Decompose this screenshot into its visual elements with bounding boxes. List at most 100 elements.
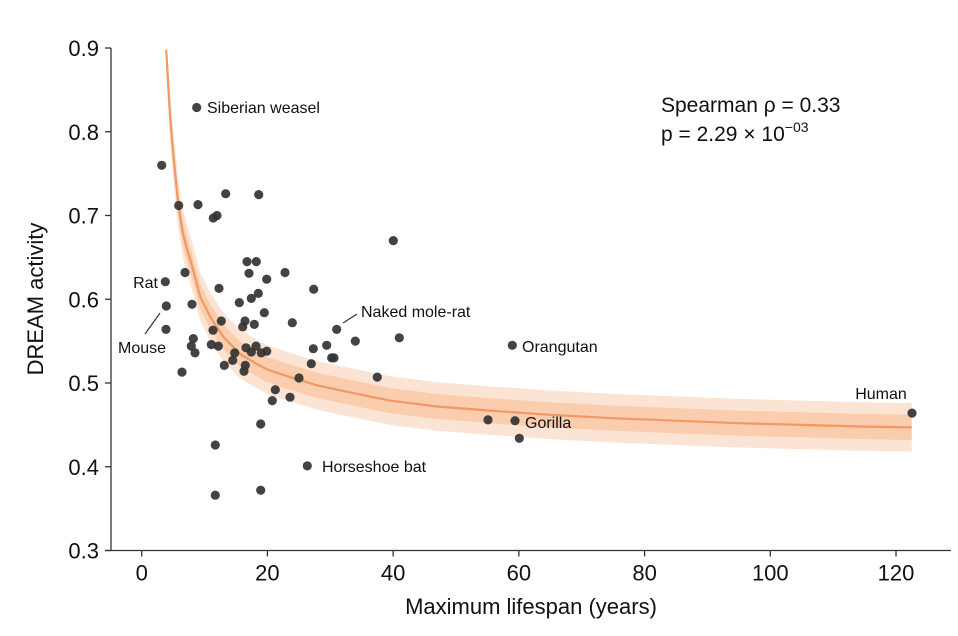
data-point [302, 461, 312, 471]
data-point [228, 355, 238, 365]
confidence-band-outer [166, 46, 912, 452]
data-point [210, 490, 220, 500]
x-tick-label: 120 [878, 561, 915, 586]
data-point [329, 353, 339, 363]
data-point [510, 416, 520, 426]
data-point [219, 360, 229, 370]
axes: 0.3 0.4 0.5 0.6 0.7 0.8 0.9 0 20 40 60 80 100 120 [68, 36, 951, 586]
data-point [249, 319, 259, 329]
data-point [221, 189, 231, 199]
y-tick-label: 0.4 [68, 455, 99, 480]
data-point [507, 340, 517, 350]
data-point [308, 344, 318, 354]
data-point [212, 210, 222, 221]
data-point [256, 419, 266, 429]
data-point [285, 392, 295, 402]
fit-curve-line [165, 49, 912, 429]
y-axis-title: DREAM activity [23, 223, 48, 376]
data-point [180, 267, 190, 278]
data-point [238, 322, 248, 332]
y-tick-label: 0.9 [68, 36, 99, 61]
data-point [242, 257, 252, 267]
data-point [256, 348, 266, 358]
x-tick-label: 40 [381, 561, 405, 586]
p-value-exponent: −03 [785, 119, 809, 135]
data-point [192, 102, 202, 113]
data-point [213, 341, 223, 351]
point-labels: Siberian weasel Rat Mouse Naked mole-rat… [118, 100, 907, 476]
data-point [256, 485, 266, 495]
data-point [287, 318, 297, 328]
x-tick-label: 60 [507, 561, 531, 586]
data-point [239, 366, 249, 376]
label-gorilla: Gorilla [525, 415, 571, 432]
data-points [157, 102, 917, 500]
label-naked-mole-rat: Naked mole-rat [361, 304, 471, 321]
data-point [214, 283, 224, 293]
y-tick-label: 0.5 [68, 371, 99, 396]
x-tick-label: 20 [255, 561, 279, 586]
x-tick-label: 0 [136, 561, 148, 586]
x-tick-label: 100 [752, 561, 789, 586]
data-point [193, 200, 203, 210]
p-value-base: p = 2.29 × 10 [661, 123, 785, 146]
naked-mole-rat-leader-line [342, 313, 358, 324]
data-point [246, 347, 256, 357]
p-value-text: p = 2.29 × 10−03 [661, 119, 809, 146]
data-point [394, 333, 404, 343]
mouse-leader-line [144, 312, 161, 335]
x-axis-ticks: 0 20 40 60 80 100 120 [136, 550, 915, 586]
data-point [234, 298, 244, 308]
label-orangutan: Orangutan [522, 339, 598, 356]
label-siberian-weasel: Siberian weasel [207, 100, 320, 117]
data-point [267, 396, 277, 406]
data-point [244, 268, 254, 278]
confidence-bands [166, 46, 912, 452]
correlation-annotation: Spearman ρ = 0.33 p = 2.29 × 10−03 [661, 94, 840, 146]
label-mouse: Mouse [118, 340, 166, 357]
data-point [322, 340, 332, 350]
data-point [188, 334, 198, 344]
y-tick-label: 0.8 [68, 120, 99, 145]
data-point [206, 339, 216, 350]
data-point [160, 277, 170, 287]
data-point [174, 200, 184, 211]
data-point [216, 316, 226, 326]
y-tick-label: 0.7 [68, 204, 99, 229]
data-point [186, 341, 196, 351]
x-axis-title: Maximum lifespan (years) [405, 594, 657, 619]
data-point [161, 324, 171, 334]
data-point [259, 308, 269, 318]
data-point [270, 385, 280, 395]
y-axis-ticks: 0.3 0.4 0.5 0.6 0.7 0.8 0.9 [68, 36, 111, 564]
data-point [483, 415, 493, 425]
spearman-rho-text: Spearman ρ = 0.33 [661, 94, 840, 117]
data-point [514, 433, 524, 443]
data-point [161, 301, 171, 311]
y-tick-label: 0.3 [68, 539, 99, 564]
y-tick-label: 0.6 [68, 287, 99, 312]
data-point [372, 372, 382, 382]
data-point [388, 236, 398, 246]
label-human: Human [855, 386, 907, 403]
data-point [230, 348, 240, 358]
data-point [309, 284, 319, 294]
data-point [187, 299, 197, 309]
data-point [253, 288, 263, 298]
data-point [177, 367, 187, 377]
label-rat: Rat [133, 275, 158, 292]
data-point [157, 160, 167, 170]
data-point [280, 267, 290, 278]
data-point [210, 440, 220, 450]
data-point [294, 373, 304, 383]
data-point [350, 336, 360, 346]
data-point [254, 190, 264, 200]
data-point [907, 408, 917, 418]
x-tick-label: 80 [632, 561, 656, 586]
data-point [306, 359, 316, 369]
data-point [251, 257, 261, 267]
data-point [208, 325, 218, 335]
data-point [332, 324, 342, 334]
data-point [190, 348, 200, 358]
